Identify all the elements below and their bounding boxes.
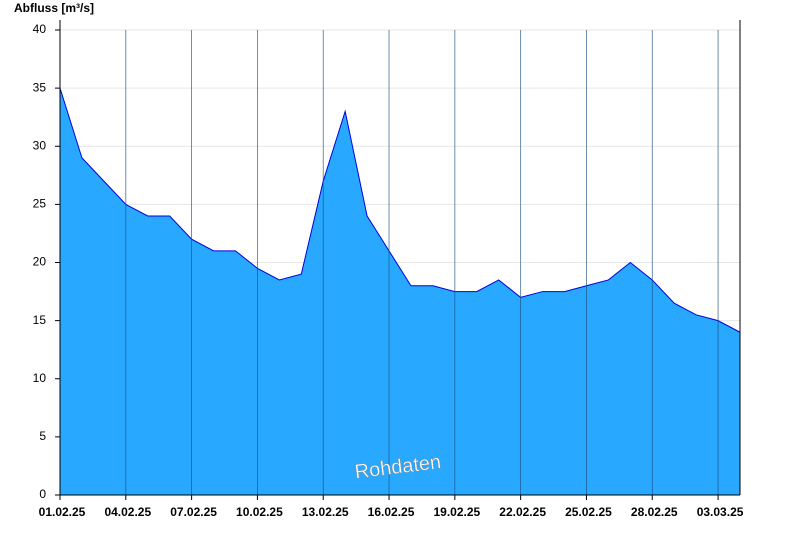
x-tick-label: 03.03.25 <box>697 505 744 519</box>
y-tick-label: 35 <box>33 80 47 94</box>
x-tick-label: 04.02.25 <box>104 505 151 519</box>
x-tick-label: 10.02.25 <box>236 505 283 519</box>
x-tick-label: 07.02.25 <box>170 505 217 519</box>
y-tick-label: 0 <box>39 487 46 501</box>
y-tick-label: 5 <box>39 429 46 443</box>
x-tick-label: 22.02.25 <box>499 505 546 519</box>
x-tick-label: 16.02.25 <box>368 505 415 519</box>
y-tick-label: 15 <box>33 313 47 327</box>
x-tick-label: 19.02.25 <box>433 505 480 519</box>
y-tick-label: 25 <box>33 197 47 211</box>
x-tick-label: 28.02.25 <box>631 505 678 519</box>
x-tick-label: 13.02.25 <box>302 505 349 519</box>
y-tick-label: 40 <box>33 22 47 36</box>
y-tick-label: 10 <box>33 371 47 385</box>
x-tick-label: 01.02.25 <box>39 505 86 519</box>
y-tick-label: 20 <box>33 255 47 269</box>
line <box>59 87 741 333</box>
area <box>60 88 740 495</box>
x-tick-label: 25.02.25 <box>565 505 612 519</box>
y-axis-label: Abfluss [m³/s] <box>14 1 94 15</box>
y-tick-label: 30 <box>33 138 47 152</box>
